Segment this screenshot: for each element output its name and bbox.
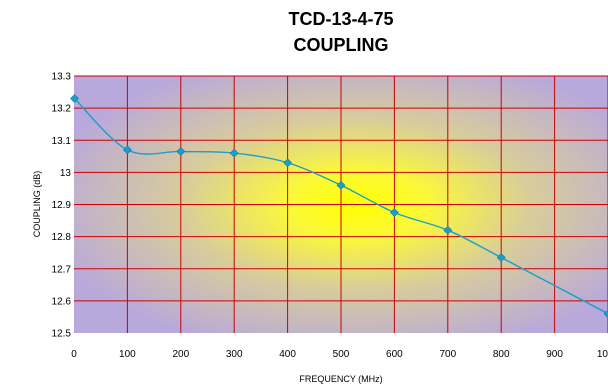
x-axis-label: FREQUENCY (MHz): [299, 374, 382, 384]
x-tick-label: 500: [333, 349, 350, 360]
data-point: [283, 158, 293, 168]
y-tick-label: 12.8: [52, 232, 72, 243]
chart-subtitle: COUPLING: [293, 35, 388, 55]
data-point: [70, 94, 79, 103]
y-tick-label: 12.6: [52, 296, 72, 307]
y-tick-label: 12.9: [52, 200, 72, 211]
x-tick-label: 200: [172, 349, 189, 360]
x-tick-label: 900: [546, 349, 563, 360]
y-tick-label: 13.2: [52, 104, 72, 115]
y-tick-label: 13: [60, 168, 72, 179]
x-tick-label: 0: [71, 349, 77, 360]
x-tick-label: 100: [119, 349, 136, 360]
data-point: [176, 147, 186, 156]
y-tick-label: 12.7: [52, 264, 72, 275]
data-point: [496, 253, 506, 262]
x-tick-label: 700: [439, 349, 456, 360]
x-tick-label: 1000: [597, 349, 608, 360]
y-tick-label: 13.3: [52, 72, 72, 83]
data-series: [70, 94, 608, 319]
data-point: [603, 309, 608, 319]
data-point: [443, 225, 453, 235]
data-point: [122, 145, 132, 155]
y-axis-ticks: 12.5 12.6 12.7 12.8 12.9 13 13.1 13.2 13.3: [52, 72, 72, 340]
data-point: [336, 180, 346, 190]
y-tick-label: 12.5: [52, 329, 72, 340]
gridlines: [74, 75, 608, 333]
x-tick-label: 300: [226, 349, 243, 360]
series-line: [74, 97, 608, 315]
y-axis-label: COUPLING (dB): [32, 171, 42, 238]
data-point: [229, 148, 239, 158]
y-tick-label: 13.1: [52, 136, 72, 147]
data-point: [389, 208, 399, 217]
x-tick-label: 600: [386, 349, 403, 360]
x-axis-ticks: 0 100 200 300 400 500 600 700 800 900 1000: [71, 349, 608, 360]
chart-title: TCD-13-4-75: [288, 9, 393, 29]
x-tick-label: 400: [279, 349, 296, 360]
x-tick-label: 800: [493, 349, 510, 360]
